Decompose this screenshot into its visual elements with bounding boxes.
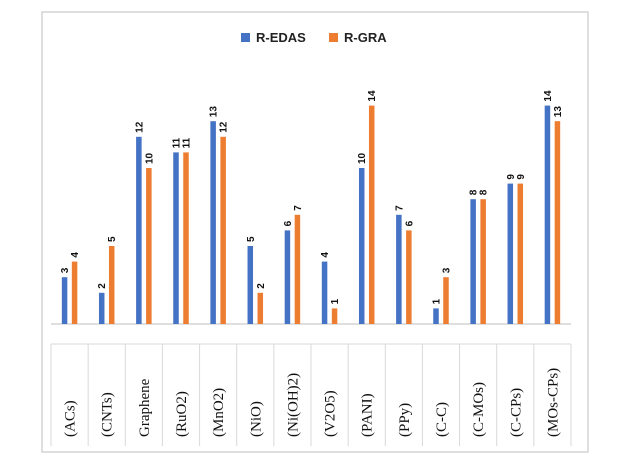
bar-r-edas <box>544 105 551 324</box>
legend-label-r-edas: R-EDAS <box>256 30 306 45</box>
category-label: (ACs) <box>63 400 79 437</box>
data-label-r-edas: 10 <box>357 152 368 164</box>
bar-r-gra <box>480 199 486 324</box>
bar-r-edas <box>433 308 439 324</box>
data-label-r-gra: 2 <box>256 283 267 289</box>
bar-r-gra <box>517 183 524 324</box>
category-label: Graphene <box>137 378 153 437</box>
category-label: (V2O5) <box>323 390 339 437</box>
data-label-r-edas: 6 <box>283 220 294 226</box>
category-label: (MnO2) <box>211 388 227 437</box>
bar-r-gra <box>71 261 78 324</box>
bar-r-edas <box>136 136 142 324</box>
category-label: (Ni(OH)2) <box>285 373 301 437</box>
data-label-r-gra: 6 <box>404 220 415 226</box>
data-label-r-edas: 14 <box>543 90 554 102</box>
bar-r-gra <box>554 121 561 324</box>
bar-r-gra <box>331 308 338 324</box>
data-label-r-gra: 5 <box>107 236 118 242</box>
data-label-r-gra: 11 <box>182 137 193 148</box>
data-label-r-edas: 11 <box>172 137 183 148</box>
category-label: (PPy) <box>397 403 413 437</box>
data-label-r-edas: 12 <box>134 121 145 133</box>
data-label-r-gra: 7 <box>293 205 304 211</box>
bar-r-gra <box>406 230 412 324</box>
data-label-r-edas: 9 <box>506 174 517 180</box>
chart-area-border <box>41 11 589 453</box>
bar-r-edas <box>470 199 476 324</box>
bar-r-gra <box>220 136 226 324</box>
bar-r-edas <box>173 152 179 324</box>
legend-label-r-gra: R-GRA <box>344 30 387 45</box>
bar-r-edas <box>358 168 365 324</box>
data-label-r-gra: 4 <box>70 252 81 258</box>
data-label-r-edas: 4 <box>320 252 331 258</box>
category-label: (C-MOs) <box>471 382 487 437</box>
bar-r-edas <box>61 277 68 324</box>
legend-swatch-r-gra <box>329 33 338 42</box>
data-label-r-gra: 10 <box>144 152 155 164</box>
data-label-r-edas: 13 <box>209 106 220 118</box>
legend: R-EDAS R-GRA <box>241 30 387 45</box>
data-label-r-gra: 3 <box>442 267 453 273</box>
bar-r-gra <box>294 214 301 324</box>
data-label-r-gra: 9 <box>516 174 527 180</box>
data-label-r-edas: 7 <box>394 205 405 211</box>
category-label: (PANI) <box>360 393 376 437</box>
data-label-r-edas: 8 <box>469 189 480 195</box>
data-label-r-edas: 5 <box>246 236 257 242</box>
category-label: (C-CPs) <box>508 388 524 437</box>
bar-r-gra <box>146 168 152 324</box>
bar-r-gra <box>368 105 375 324</box>
data-label-r-gra: 1 <box>330 298 341 304</box>
bar-r-gra <box>443 277 449 324</box>
bar-r-edas <box>321 261 328 324</box>
data-label-r-edas: 3 <box>60 267 71 273</box>
category-label: (CNTs) <box>100 392 116 437</box>
category-label: (MOs-CPs) <box>545 368 561 437</box>
legend-swatch-r-edas <box>241 33 250 42</box>
data-label-r-edas: 1 <box>432 298 443 304</box>
bar-r-edas <box>284 230 291 324</box>
category-label-area: (ACs) (CNTs) Graphene (RuO2) (MnO2) (NiO) (Ni(… <box>50 343 572 446</box>
category-label: (RuO2) <box>174 391 190 437</box>
data-label-r-edas: 2 <box>97 283 108 289</box>
data-label-r-gra: 8 <box>479 189 490 195</box>
bar-r-edas <box>247 246 254 324</box>
bar-r-edas <box>98 292 105 324</box>
data-label-r-gra: 14 <box>367 90 378 102</box>
bar-r-edas <box>507 183 514 324</box>
category-label: (NiO) <box>248 401 264 437</box>
data-label-r-gra: 12 <box>219 121 230 133</box>
bar-r-gra <box>183 152 189 324</box>
data-label-r-gra: 13 <box>553 106 564 118</box>
category-label: (C-C) <box>434 402 450 437</box>
bar-r-gra <box>108 246 115 324</box>
bar-r-edas <box>210 121 216 324</box>
bar-r-edas <box>396 214 402 324</box>
bar-r-gra <box>257 292 264 324</box>
